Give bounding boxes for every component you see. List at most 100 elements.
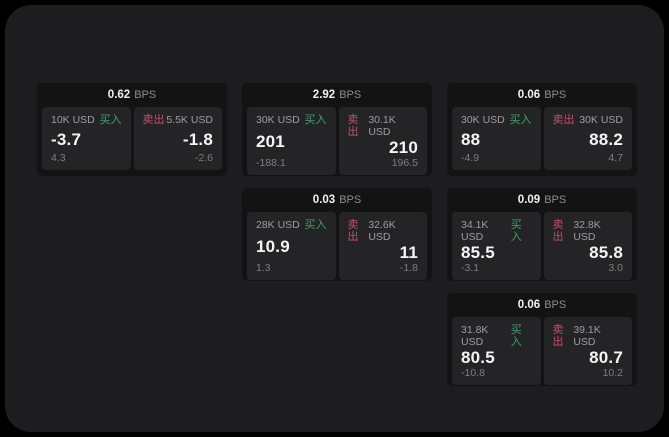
buy-price: 88: [461, 129, 481, 149]
bps-header: 2.92 BPS: [242, 83, 432, 107]
quote-card: 0.06 BPS 31.8K USD 买入 80.5 -10.8 卖出 39.1…: [447, 293, 637, 386]
buy-size-label: 31.8K USD: [461, 324, 489, 348]
sell-pane-top: 卖出 32.6K USD: [348, 219, 419, 243]
buy-pane-top: 31.8K USD 买入: [461, 324, 532, 348]
sell-size-label: 30K USD: [579, 114, 623, 126]
quote-card-grid: 0.62 BPS 10K USD 买入 -3.7 4.3 卖出 5.5K USD: [37, 83, 637, 386]
buy-sub-value: -3.1: [461, 262, 480, 274]
quote-card-body: 31.8K USD 买入 80.5 -10.8 卖出 39.1K USD 80.…: [447, 317, 637, 391]
sell-quote-pane[interactable]: 卖出 5.5K USD -1.8 -2.6: [133, 107, 222, 170]
quote-card: 0.09 BPS 34.1K USD 买入 85.5 -3.1 卖出 32.8K…: [447, 188, 637, 281]
bps-unit-label: BPS: [339, 194, 362, 206]
bps-header: 0.03 BPS: [242, 188, 432, 212]
sell-pane-top: 卖出 39.1K USD: [553, 324, 624, 348]
buy-sub-value: 1.3: [256, 262, 271, 274]
buy-quote-pane[interactable]: 10K USD 买入 -3.7 4.3: [42, 107, 131, 170]
buy-sub-value: 4.3: [51, 152, 66, 164]
buy-size-label: 10K USD: [51, 114, 95, 126]
sell-price: -1.8: [182, 129, 213, 149]
sell-quote-pane[interactable]: 卖出 30K USD 88.2 4.7: [543, 107, 632, 170]
bps-unit-label: BPS: [339, 89, 362, 101]
sell-price: 85.8: [589, 243, 623, 262]
sell-price: 80.7: [589, 348, 623, 367]
quote-card: 0.03 BPS 28K USD 买入 10.9 1.3 卖出 32.6K US…: [242, 188, 432, 281]
sell-pane-top: 卖出 32.8K USD: [553, 219, 624, 243]
sell-sub-value: 4.7: [608, 152, 623, 164]
bps-header: 0.06 BPS: [447, 83, 637, 107]
sell-price: 210: [389, 138, 418, 157]
buy-sub-value: -188.1: [256, 157, 286, 169]
buy-pane-top: 30K USD 买入: [256, 114, 327, 126]
buy-quote-pane[interactable]: 28K USD 买入 10.9 1.3: [247, 212, 336, 280]
bps-value: 0.62: [107, 89, 131, 101]
sell-side-label: 卖出: [142, 114, 165, 126]
buy-side-label: 买入: [304, 219, 327, 231]
buy-side-label: 买入: [509, 114, 532, 126]
bps-header: 0.06 BPS: [447, 293, 637, 317]
buy-side-label: 买入: [510, 219, 522, 243]
sell-pane-top: 卖出 5.5K USD: [143, 114, 214, 126]
bps-header: 0.62 BPS: [37, 83, 227, 107]
buy-side-label: 买入: [99, 114, 122, 126]
sell-pane-top: 卖出 30.1K USD: [348, 114, 419, 138]
sell-sub-value: -1.8: [399, 262, 418, 274]
buy-pane-top: 34.1K USD 买入: [461, 219, 532, 243]
sell-sub-value: 10.2: [602, 367, 623, 379]
sell-price: 11: [399, 243, 418, 262]
buy-size-label: 30K USD: [256, 114, 300, 126]
quote-board-panel: 0.62 BPS 10K USD 买入 -3.7 4.3 卖出 5.5K USD: [5, 5, 664, 432]
buy-price: 201: [256, 132, 285, 151]
bps-unit-label: BPS: [544, 89, 567, 101]
buy-side-label: 买入: [304, 114, 327, 126]
sell-side-label: 卖出: [347, 219, 359, 243]
sell-quote-pane[interactable]: 卖出 30.1K USD 210 196.5: [338, 107, 427, 175]
bps-unit-label: BPS: [134, 89, 157, 101]
buy-price: 10.9: [256, 237, 290, 256]
buy-sub-value: -4.9: [461, 152, 480, 164]
sell-side-label: 卖出: [552, 324, 564, 348]
sell-sub-value: 3.0: [608, 262, 623, 274]
quote-card-body: 28K USD 买入 10.9 1.3 卖出 32.6K USD 11 -1.8: [242, 212, 432, 286]
bps-value: 0.06: [517, 89, 541, 101]
quote-card-body: 30K USD 买入 88 -4.9 卖出 30K USD 88.2 4.7: [447, 107, 637, 176]
bps-value: 0.06: [517, 299, 541, 311]
buy-quote-pane[interactable]: 31.8K USD 买入 80.5 -10.8: [452, 317, 541, 385]
buy-side-label: 买入: [510, 324, 522, 348]
sell-sub-value: 196.5: [391, 157, 418, 169]
buy-quote-pane[interactable]: 30K USD 买入 88 -4.9: [452, 107, 541, 170]
sell-size-label: 32.6K USD: [368, 219, 396, 243]
quote-card: 2.92 BPS 30K USD 买入 201 -188.1 卖出 30.1K …: [242, 83, 432, 176]
quote-card: 0.06 BPS 30K USD 买入 88 -4.9 卖出 30K USD: [447, 83, 637, 176]
buy-price: 80.5: [461, 348, 495, 367]
bps-unit-label: BPS: [544, 194, 567, 206]
bps-value: 0.03: [312, 194, 336, 206]
sell-side-label: 卖出: [552, 219, 564, 243]
sell-side-label: 卖出: [347, 114, 359, 138]
sell-size-label: 5.5K USD: [166, 114, 213, 126]
quote-card-body: 34.1K USD 买入 85.5 -3.1 卖出 32.8K USD 85.8…: [447, 212, 637, 286]
sell-size-label: 30.1K USD: [368, 114, 396, 138]
buy-pane-top: 30K USD 买入: [461, 114, 532, 126]
buy-pane-top: 10K USD 买入: [51, 114, 122, 126]
sell-sub-value: -2.6: [194, 152, 213, 164]
sell-quote-pane[interactable]: 卖出 32.6K USD 11 -1.8: [338, 212, 427, 280]
bps-value: 0.09: [517, 194, 541, 206]
buy-size-label: 28K USD: [256, 219, 300, 231]
buy-price: -3.7: [51, 129, 82, 149]
buy-sub-value: -10.8: [461, 367, 485, 379]
buy-size-label: 30K USD: [461, 114, 505, 126]
quote-card-body: 10K USD 买入 -3.7 4.3 卖出 5.5K USD -1.8 -2.…: [37, 107, 227, 176]
bps-header: 0.09 BPS: [447, 188, 637, 212]
sell-pane-top: 卖出 30K USD: [553, 114, 624, 126]
sell-side-label: 卖出: [552, 114, 575, 126]
sell-quote-pane[interactable]: 卖出 32.8K USD 85.8 3.0: [543, 212, 632, 280]
bps-unit-label: BPS: [544, 299, 567, 311]
buy-price: 85.5: [461, 243, 495, 262]
sell-price: 88.2: [589, 129, 623, 149]
quote-card-body: 30K USD 买入 201 -188.1 卖出 30.1K USD 210 1…: [242, 107, 432, 181]
buy-quote-pane[interactable]: 34.1K USD 买入 85.5 -3.1: [452, 212, 541, 280]
buy-quote-pane[interactable]: 30K USD 买入 201 -188.1: [247, 107, 336, 175]
buy-pane-top: 28K USD 买入: [256, 219, 327, 231]
sell-quote-pane[interactable]: 卖出 39.1K USD 80.7 10.2: [543, 317, 632, 385]
sell-size-label: 39.1K USD: [573, 324, 601, 348]
